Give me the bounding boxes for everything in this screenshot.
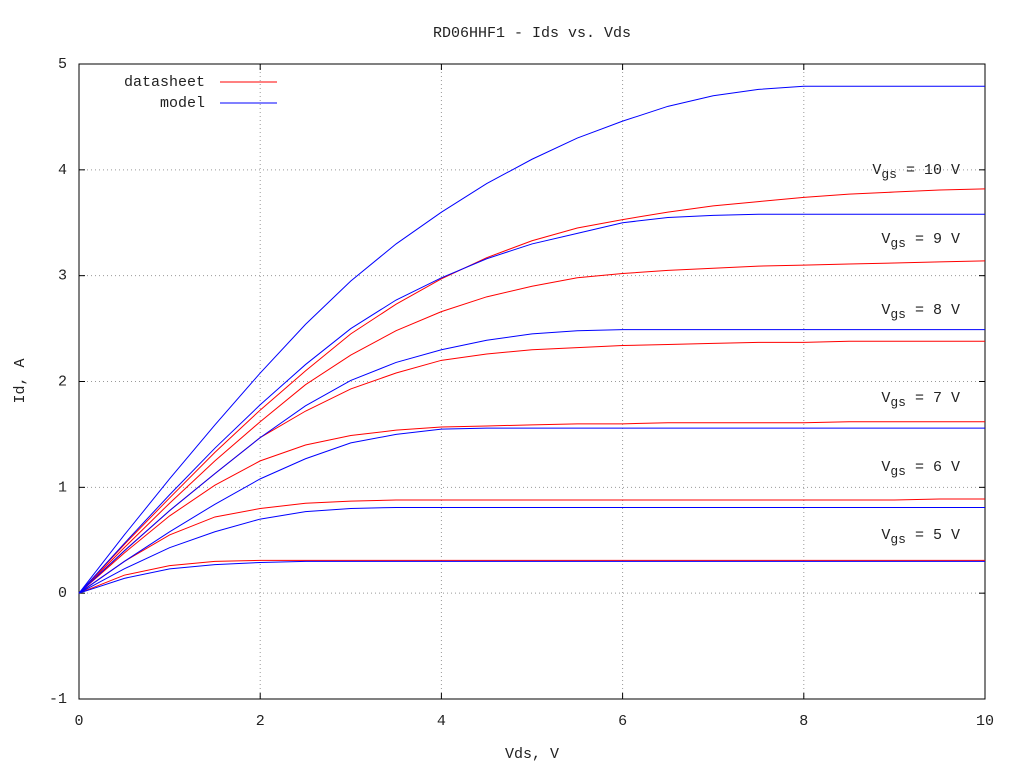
x-tick-label: 2 bbox=[256, 713, 265, 730]
legend-label: model bbox=[160, 95, 205, 112]
y-tick-label: 4 bbox=[58, 162, 67, 179]
annotation: Vgs = 6 V bbox=[881, 459, 960, 479]
annotation-sub: gs bbox=[890, 236, 906, 251]
annotation-sub: gs bbox=[881, 167, 897, 182]
annotation-sub: gs bbox=[890, 395, 906, 410]
y-tick-label: 3 bbox=[58, 268, 67, 285]
annotation-main: V bbox=[881, 527, 890, 544]
annotation: Vgs = 9 V bbox=[881, 231, 960, 251]
annotation-main: V bbox=[881, 459, 890, 476]
y-axis-label: Id, A bbox=[12, 358, 29, 403]
chart-title: RD06HHF1 - Ids vs. Vds bbox=[433, 25, 631, 42]
annotation-sub: gs bbox=[890, 307, 906, 322]
annotation-main: V bbox=[872, 162, 881, 179]
curve bbox=[78, 560, 985, 594]
annotation-sub: gs bbox=[890, 464, 906, 479]
curve bbox=[78, 329, 985, 594]
x-tick-label: 4 bbox=[437, 713, 446, 730]
annotation: Vgs = 8 V bbox=[881, 302, 960, 322]
x-axis-label: Vds, V bbox=[505, 746, 559, 763]
curve bbox=[78, 498, 985, 594]
legend-label: datasheet bbox=[124, 74, 205, 91]
annotation-tail: = 9 V bbox=[906, 231, 960, 248]
y-tick-label: 0 bbox=[58, 585, 67, 602]
annotation: Vgs = 7 V bbox=[881, 390, 960, 410]
annotation-main: V bbox=[881, 390, 890, 407]
curve bbox=[78, 260, 986, 594]
annotation-main: V bbox=[881, 231, 890, 248]
curve bbox=[78, 421, 985, 594]
y-tick-label: 2 bbox=[58, 373, 67, 390]
y-tick-label: 5 bbox=[58, 56, 67, 73]
annotation: Vgs = 10 V bbox=[872, 162, 960, 182]
curve bbox=[78, 340, 985, 594]
curve bbox=[78, 506, 985, 594]
curve bbox=[78, 559, 985, 594]
annotation-tail: = 7 V bbox=[906, 390, 960, 407]
plot-frame bbox=[78, 63, 986, 700]
annotation-tail: = 8 V bbox=[906, 302, 960, 319]
curve bbox=[78, 213, 985, 594]
x-tick-label: 8 bbox=[799, 713, 808, 730]
curve bbox=[78, 85, 985, 594]
x-tick-label: 10 bbox=[976, 713, 994, 730]
annotation-tail: = 5 V bbox=[906, 527, 960, 544]
x-tick-label: 6 bbox=[618, 713, 627, 730]
curve bbox=[78, 188, 986, 594]
curve bbox=[78, 427, 985, 594]
annotation-sub: gs bbox=[890, 532, 906, 547]
x-tick-label: 0 bbox=[74, 713, 83, 730]
y-tick-label: 1 bbox=[58, 479, 67, 496]
annotation-tail: = 10 V bbox=[897, 162, 960, 179]
annotation: Vgs = 5 V bbox=[881, 527, 960, 547]
y-tick-label: -1 bbox=[49, 691, 67, 708]
annotation-tail: = 6 V bbox=[906, 459, 960, 476]
annotation-main: V bbox=[881, 302, 890, 319]
